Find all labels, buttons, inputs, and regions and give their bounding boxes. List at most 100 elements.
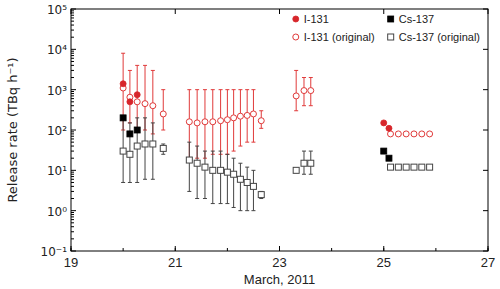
y-tick-label: 10² [47, 124, 67, 138]
data-point [231, 171, 237, 177]
error-bar [309, 78, 313, 106]
data-point [150, 103, 156, 109]
data-point [202, 164, 208, 170]
data-point [134, 143, 140, 149]
x-tick-top [279, 9, 280, 14]
y-minor-tick [71, 58, 74, 59]
y-minor-tick [71, 214, 74, 215]
y-minor-tick [71, 151, 74, 152]
data-point [218, 118, 224, 124]
data-point [250, 111, 256, 117]
error-bar [251, 170, 255, 210]
x-tick-label: 27 [481, 255, 495, 270]
y-minor-tick [71, 77, 74, 78]
x-tick [175, 246, 176, 251]
x-tick [488, 246, 489, 251]
data-point [427, 131, 433, 137]
x-tick-top [175, 9, 176, 14]
legend-marker [293, 34, 299, 40]
error-bar [195, 146, 199, 198]
data-point [395, 131, 401, 137]
error-bar [245, 167, 249, 211]
error-bars [121, 118, 313, 211]
y-tick-label: 10³ [47, 84, 67, 98]
y-minor-tick [71, 146, 74, 147]
y-minor-tick [71, 10, 74, 11]
data-point [127, 131, 133, 137]
error-bar [187, 142, 191, 191]
x-tick-label: 25 [377, 255, 391, 270]
series-points [120, 81, 392, 132]
data-point [419, 164, 425, 170]
y-tick-right [483, 130, 488, 131]
data-point [142, 101, 148, 107]
data-point [186, 157, 192, 163]
y-minor-tick [71, 231, 74, 232]
legend-marker [388, 16, 394, 22]
chart: 192123252710⁻¹10⁰10¹10²10³10⁴10⁵March, 2… [0, 0, 500, 289]
y-minor-tick [71, 222, 74, 223]
x-tick [279, 246, 280, 251]
data-point [419, 131, 425, 137]
legend: I-131I-131 (original)Cs-137Cs-137 (origi… [293, 13, 480, 43]
y-tick-label: 10⁻¹ [41, 245, 68, 259]
y-minor-tick [71, 25, 74, 26]
data-point [301, 88, 307, 94]
error-bars [121, 53, 313, 158]
x-tick-label: 21 [168, 255, 182, 270]
y-minor-tick [71, 105, 74, 106]
data-point [194, 120, 200, 126]
y-minor-tick [71, 176, 74, 177]
y-axis-label: Release rate (TBq h⁻¹) [5, 57, 20, 202]
error-bar [128, 123, 132, 183]
data-point [134, 92, 140, 98]
x-minor-tick [331, 248, 332, 251]
data-point [381, 148, 387, 154]
error-bar [121, 53, 125, 130]
data-point [142, 141, 148, 147]
legend-label: I-131 [304, 13, 329, 25]
error-bar [238, 163, 242, 210]
y-tick-label: 10⁴ [47, 43, 67, 57]
data-point [427, 164, 433, 170]
y-minor-tick [71, 158, 74, 159]
data-point [186, 119, 192, 125]
y-tick-right [483, 89, 488, 90]
error-bar [219, 90, 223, 155]
y-tick [71, 251, 76, 252]
data-point [224, 169, 230, 175]
data-point [411, 164, 417, 170]
y-minor-tick [71, 117, 74, 118]
error-bar [151, 123, 155, 179]
y-minor-tick [71, 238, 74, 239]
series-points [120, 141, 432, 198]
error-bar [203, 90, 207, 159]
data-point [224, 117, 230, 123]
data-point [160, 111, 166, 117]
error-bar [135, 118, 139, 183]
y-minor-tick [71, 186, 74, 187]
y-minor-tick [71, 65, 74, 66]
x-tick-top [383, 9, 384, 14]
error-bar [211, 151, 215, 203]
y-minor-tick [71, 17, 74, 18]
data-point [237, 113, 243, 119]
error-bar [211, 90, 215, 155]
y-minor-tick [71, 226, 74, 227]
data-point [293, 167, 299, 173]
plot-area [120, 53, 432, 210]
y-minor-tick [71, 12, 74, 13]
data-point [244, 112, 250, 118]
error-bar [294, 70, 298, 110]
x-tick [71, 246, 72, 251]
error-bar [309, 151, 313, 174]
x-minor-tick [279, 248, 280, 251]
y-tick-label: 10⁵ [47, 3, 67, 17]
data-point [120, 81, 126, 87]
y-tick [71, 130, 76, 131]
y-minor-tick [71, 179, 74, 180]
data-point [388, 164, 394, 170]
legend-label: Cs-137 (original) [399, 31, 480, 43]
data-point [301, 160, 307, 166]
y-minor-tick [71, 101, 74, 102]
